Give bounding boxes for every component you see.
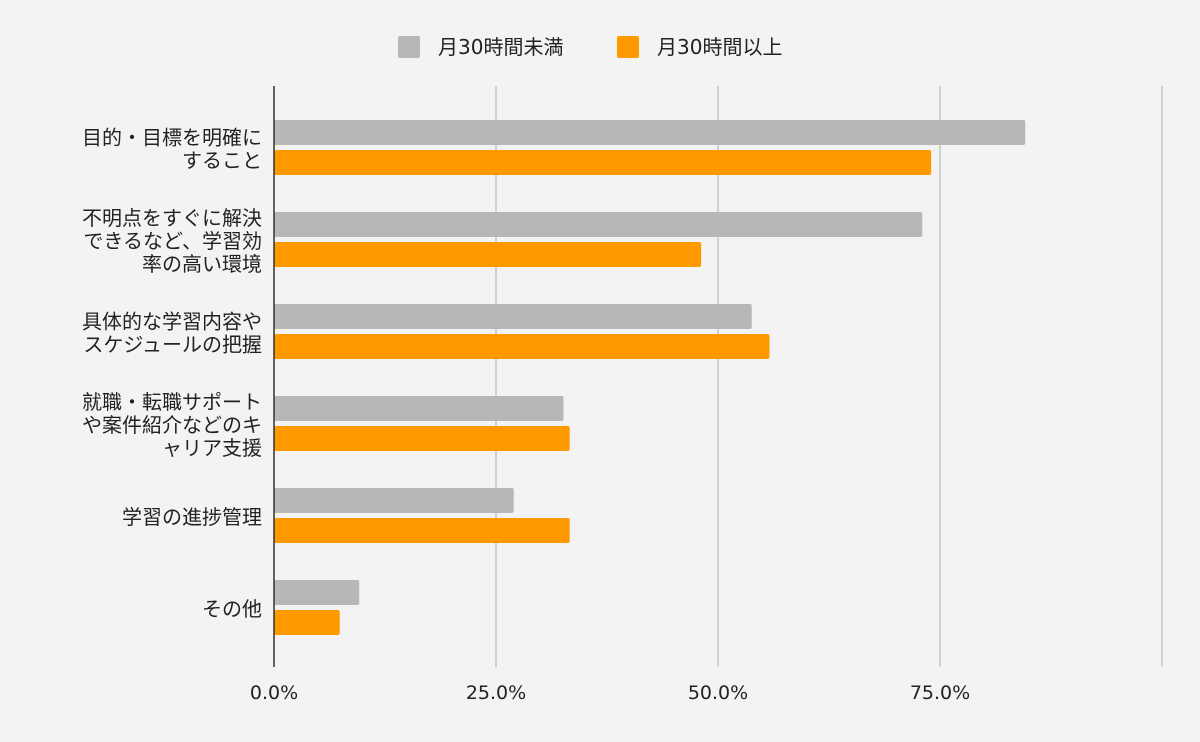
x-tick-label-2: 50.0%	[688, 682, 748, 704]
legend-label-0: 月30時間未満	[438, 35, 563, 59]
x-tick-labels: 0.0% 25.0% 50.0% 75.0%	[250, 682, 970, 704]
category-label-4: 学習の進捗管理	[122, 505, 262, 529]
category-label-line: 就職・転職サポート	[82, 390, 262, 414]
category-labels: 目的・目標を明確にすること不明点をすぐに解決できるなど、学習効率の高い環境具体的…	[82, 126, 262, 622]
category-label-line: や案件紹介などのキ	[82, 413, 262, 437]
category-label-0: 目的・目標を明確にすること	[82, 126, 262, 173]
bar-3-series-0	[274, 396, 564, 421]
bar-0-series-0	[274, 120, 1026, 145]
category-label-line: すること	[182, 149, 262, 173]
bar-5-series-1	[274, 610, 340, 635]
category-label-line: スケジュールの把握	[83, 333, 262, 357]
category-label-line: 学習の進捗管理	[122, 505, 262, 529]
bar-3-series-1	[274, 426, 570, 451]
bar-2-series-1	[274, 334, 770, 359]
bar-5-series-0	[274, 580, 360, 605]
bar-4-series-1	[274, 518, 570, 543]
x-tick-label-3: 75.0%	[910, 682, 970, 704]
x-tick-label-0: 0.0%	[250, 682, 298, 704]
category-label-2: 具体的な学習内容やスケジュールの把握	[82, 310, 262, 357]
category-label-1: 不明点をすぐに解決できるなど、学習効率の高い環境	[82, 206, 262, 276]
bar-1-series-1	[274, 242, 702, 267]
category-label-line: 目的・目標を明確に	[82, 126, 262, 150]
grid-lines	[495, 86, 1163, 667]
bars	[274, 120, 1026, 635]
bar-2-series-0	[274, 304, 752, 329]
legend-swatch-1	[617, 36, 639, 58]
bar-0-series-1	[274, 150, 932, 175]
legend-label-1: 月30時間以上	[657, 35, 782, 59]
x-tick-label-1: 25.0%	[466, 682, 526, 704]
category-label-line: 具体的な学習内容や	[82, 310, 262, 334]
bar-4-series-0	[274, 488, 514, 513]
bar-1-series-0	[274, 212, 923, 237]
category-label-line: 率の高い環境	[142, 252, 262, 276]
category-label-line: できるなど、学習効	[83, 229, 262, 253]
category-label-3: 就職・転職サポートや案件紹介などのキャリア支援	[82, 390, 262, 460]
category-label-line: その他	[202, 597, 262, 621]
legend: 月30時間未満 月30時間以上	[398, 35, 782, 59]
category-label-line: 不明点をすぐに解決	[82, 206, 262, 230]
category-label-line: ャリア支援	[162, 436, 262, 460]
legend-swatch-0	[398, 36, 420, 58]
category-label-5: その他	[202, 597, 262, 621]
